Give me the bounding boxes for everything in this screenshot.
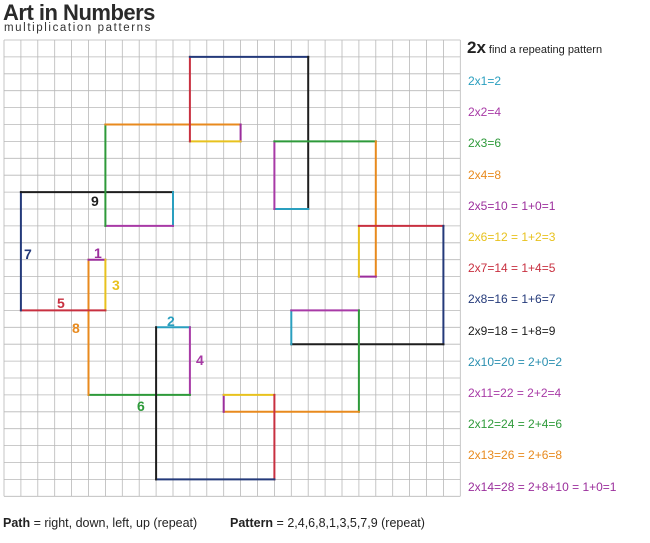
equation-4: 2x4=8 [468, 167, 502, 182]
footer-path-text: = right, down, left, up (repeat) [30, 516, 198, 530]
path-number-labels: 1 2 3 4 5 6 7 8 9 [24, 193, 204, 414]
page-title: Art in Numbers [3, 0, 155, 25]
footer-path: Path = right, down, left, up (repeat) [3, 516, 197, 530]
equation-13: 2x13=26 = 2+6=8 [468, 448, 563, 463]
footer-path-label: Path [3, 516, 31, 530]
path-number-8: 8 [72, 320, 80, 336]
spiral-path [19, 55, 445, 481]
equation-2: 2x2=4 [468, 105, 502, 120]
path-number-7: 7 [24, 246, 32, 262]
equation-12: 2x12=24 = 2+4=6 [468, 417, 563, 432]
graph-paper-grid [3, 39, 461, 497]
footer-pattern-label: Pattern [230, 516, 274, 530]
equation-9: 2x9=18 = 1+8=9 [468, 323, 556, 338]
equation-11: 2x11=22 = 2+2=4 [468, 386, 562, 400]
footer-pattern-text: = 2,4,6,8,1,3,5,7,9 (repeat) [273, 516, 425, 530]
path-number-3: 3 [112, 277, 120, 293]
equation-7: 2x7=14 = 1+4=5 [468, 261, 556, 276]
equation-3: 2x3=6 [468, 136, 502, 151]
equation-14: 2x14=28 = 2+8+10 = 1+0=1 [468, 479, 617, 494]
footer-pattern: Pattern = 2,4,6,8,1,3,5,7,9 (repeat) [230, 516, 425, 530]
heading-multiplier: 2x [467, 38, 486, 57]
path-number-4: 4 [196, 352, 204, 368]
page-subtitle: multiplication patterns [4, 22, 153, 34]
path-number-1: 1 [94, 245, 102, 261]
path-number-2: 2 [167, 313, 175, 329]
equation-8: 2x8=16 = 1+6=7 [468, 292, 556, 307]
equation-5: 2x5=10 = 1+0=1 [468, 198, 556, 213]
path-number-9: 9 [91, 193, 99, 209]
path-number-5: 5 [57, 295, 65, 311]
equation-1: 2x1=2 [468, 74, 502, 88]
heading-instruction: find a repeating pattern [488, 44, 603, 56]
equation-6: 2x6=12 = 1+2=3 [468, 230, 556, 244]
equations-heading: 2x find a repeating pattern [467, 38, 602, 58]
path-number-6: 6 [137, 398, 145, 414]
equation-10: 2x10=20 = 2+0=2 [468, 354, 563, 369]
